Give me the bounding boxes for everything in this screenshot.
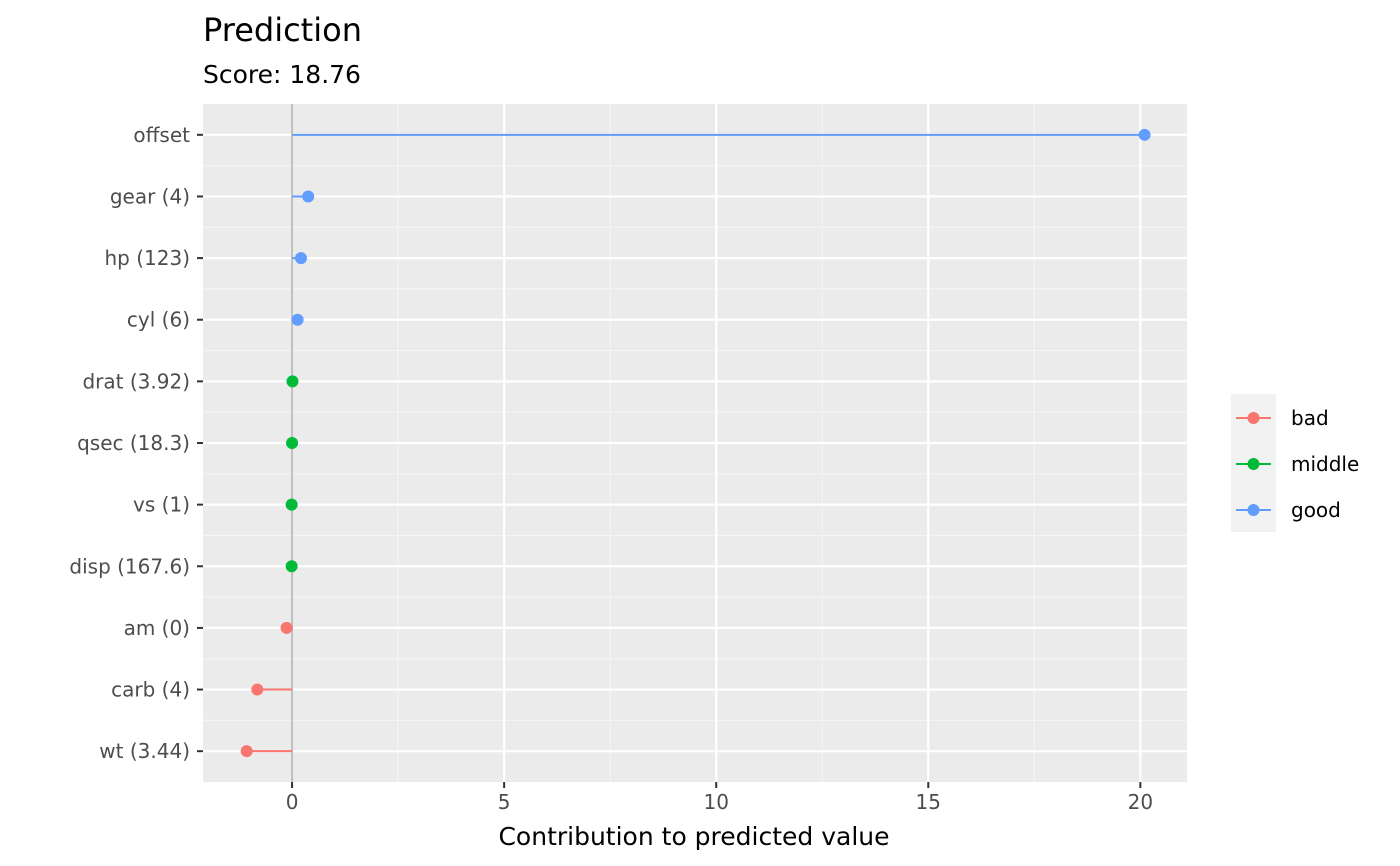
legend-label: good xyxy=(1291,498,1341,522)
axes: 0 5 10 15 20 offset gear (4) hp (123) cyl (6) dra… xyxy=(69,123,1153,814)
lollipop-point xyxy=(240,745,253,758)
y-tick-label: wt (3.44) xyxy=(99,739,190,763)
legend: bad middle good xyxy=(1231,394,1359,532)
y-tick-label: vs (1) xyxy=(133,493,190,517)
lollipop-point xyxy=(286,437,299,449)
x-tick-label: 5 xyxy=(498,790,511,814)
lollipop-point xyxy=(286,375,299,388)
legend-key-point xyxy=(1247,458,1260,470)
y-tick-label: carb (4) xyxy=(111,678,190,702)
lollipop-point xyxy=(285,560,298,573)
y-tick-label: disp (167.6) xyxy=(69,554,190,578)
y-tick-label: gear (4) xyxy=(110,184,190,208)
lollipop-point xyxy=(280,621,293,634)
plot-panel xyxy=(203,104,1187,782)
y-tick-label: drat (3.92) xyxy=(82,369,190,393)
chart-subtitle: Score: 18.76 xyxy=(203,60,361,89)
lollipop-point xyxy=(1138,128,1151,141)
chart-title: Prediction xyxy=(203,11,362,49)
y-tick-label: am (0) xyxy=(124,616,190,640)
x-tick-label: 10 xyxy=(703,790,728,814)
legend-label: middle xyxy=(1291,452,1359,476)
legend-key-point xyxy=(1247,504,1260,516)
lollipop-point xyxy=(302,190,315,203)
lollipop-point xyxy=(251,683,264,696)
y-tick-label: offset xyxy=(133,123,190,147)
legend-key-point xyxy=(1247,412,1260,424)
x-tick-label: 20 xyxy=(1128,790,1153,814)
y-tick-label: qsec (18.3) xyxy=(77,431,190,455)
legend-label: bad xyxy=(1291,406,1329,430)
data-marks xyxy=(240,128,1151,758)
x-tick-label: 15 xyxy=(916,790,941,814)
x-axis-title: Contribution to predicted value xyxy=(498,822,889,851)
y-tick-label: cyl (6) xyxy=(127,308,190,332)
lollipop-point xyxy=(285,498,298,511)
x-tick-label: 0 xyxy=(286,790,299,814)
lollipop-point xyxy=(294,252,307,265)
lollipop-point xyxy=(291,313,304,326)
y-tick-label: hp (123) xyxy=(104,246,190,270)
